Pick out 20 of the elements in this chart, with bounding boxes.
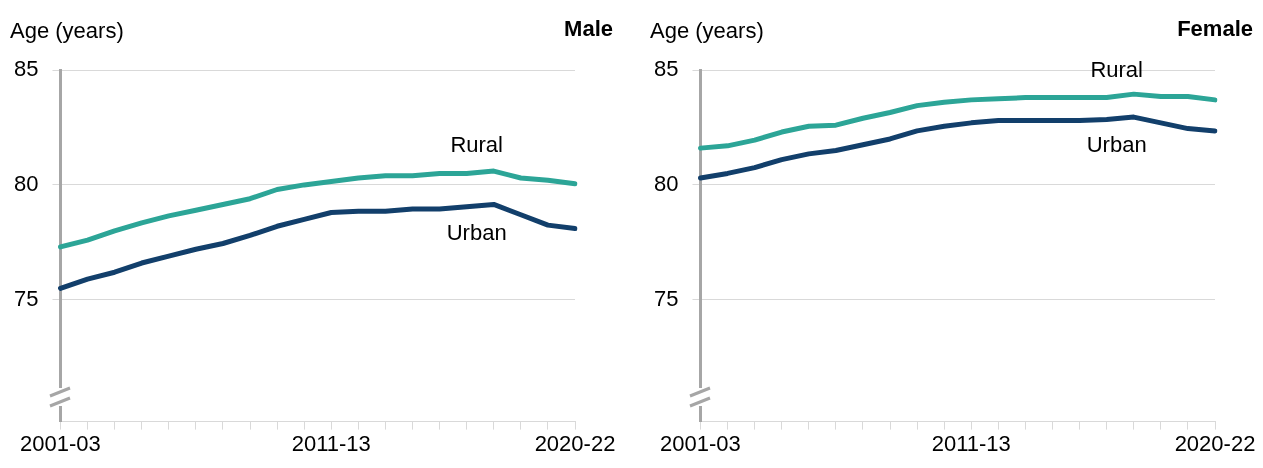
y-tick-label: 80 bbox=[653, 170, 679, 196]
x-tick-label: 2020-22 bbox=[534, 430, 616, 456]
x-tick-label: 2020-22 bbox=[1174, 430, 1256, 456]
y-tick-label: 75 bbox=[13, 285, 39, 311]
series-label: Rural bbox=[450, 132, 503, 158]
y-tick-label: 80 bbox=[13, 170, 39, 196]
y-tick-label: 75 bbox=[653, 285, 679, 311]
y-axis-title: Age (years) bbox=[10, 18, 124, 44]
x-tick-label: 2001-03 bbox=[660, 430, 741, 456]
y-axis-title: Age (years) bbox=[650, 18, 764, 44]
chart-title: Female bbox=[1177, 16, 1253, 42]
y-tick-label: 85 bbox=[13, 56, 39, 82]
y-tick-label: 85 bbox=[653, 56, 679, 82]
x-tick-label: 2011-13 bbox=[291, 430, 371, 456]
chart-title: Male bbox=[564, 16, 613, 42]
series-label: Urban bbox=[1086, 132, 1147, 158]
series-label: Rural bbox=[1090, 56, 1143, 82]
series-label: Urban bbox=[446, 219, 507, 245]
x-tick-label: 2001-03 bbox=[20, 430, 101, 456]
x-tick-label: 2011-13 bbox=[931, 430, 1011, 456]
